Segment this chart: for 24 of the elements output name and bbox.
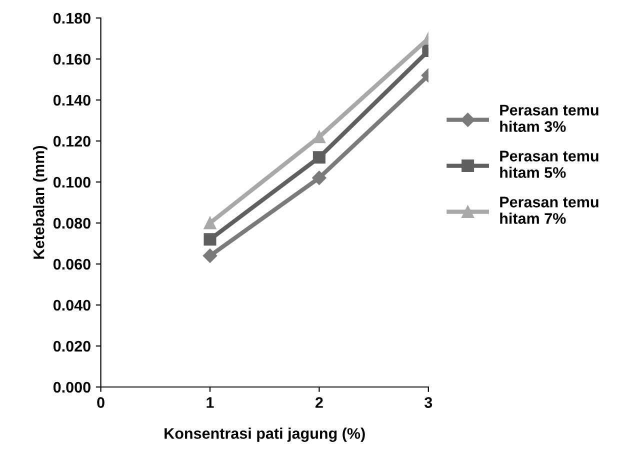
y-tick-label: 0.080 bbox=[53, 218, 90, 229]
y-tick-label: 0.020 bbox=[53, 340, 90, 352]
y-tick-label: 0.040 bbox=[53, 300, 90, 311]
y-tick-label: 0.000 bbox=[53, 382, 90, 393]
y-tick-label: 0.060 bbox=[53, 258, 90, 270]
y-axis-title: Ketebalan (mm) bbox=[33, 146, 48, 259]
y-tick-label: 0.160 bbox=[53, 54, 90, 65]
point bbox=[204, 233, 216, 246]
point bbox=[312, 151, 326, 164]
x-tick-label: 1 bbox=[206, 397, 214, 408]
y-tick-label: 0.120 bbox=[53, 136, 90, 147]
y-tick-label: 0.100 bbox=[53, 176, 90, 188]
legend-label: Perasan temu hitam 5% bbox=[500, 150, 598, 178]
legend-label: Perasan temu hitam 7% bbox=[500, 196, 598, 224]
y-tick-label: 0.140 bbox=[53, 94, 90, 106]
point bbox=[204, 216, 216, 230]
legend-label: Perasan temu hitam 3% bbox=[500, 104, 598, 132]
x-axis-title: Konsentrasi pati jagung (%) bbox=[164, 428, 365, 442]
x-tick-label: 2 bbox=[315, 397, 323, 408]
point bbox=[312, 170, 326, 185]
x-tick-label: 0 bbox=[97, 397, 104, 408]
point bbox=[202, 248, 218, 263]
x-tick-label: 3 bbox=[424, 397, 432, 408]
y-tick-label: 0.180 bbox=[53, 12, 90, 24]
